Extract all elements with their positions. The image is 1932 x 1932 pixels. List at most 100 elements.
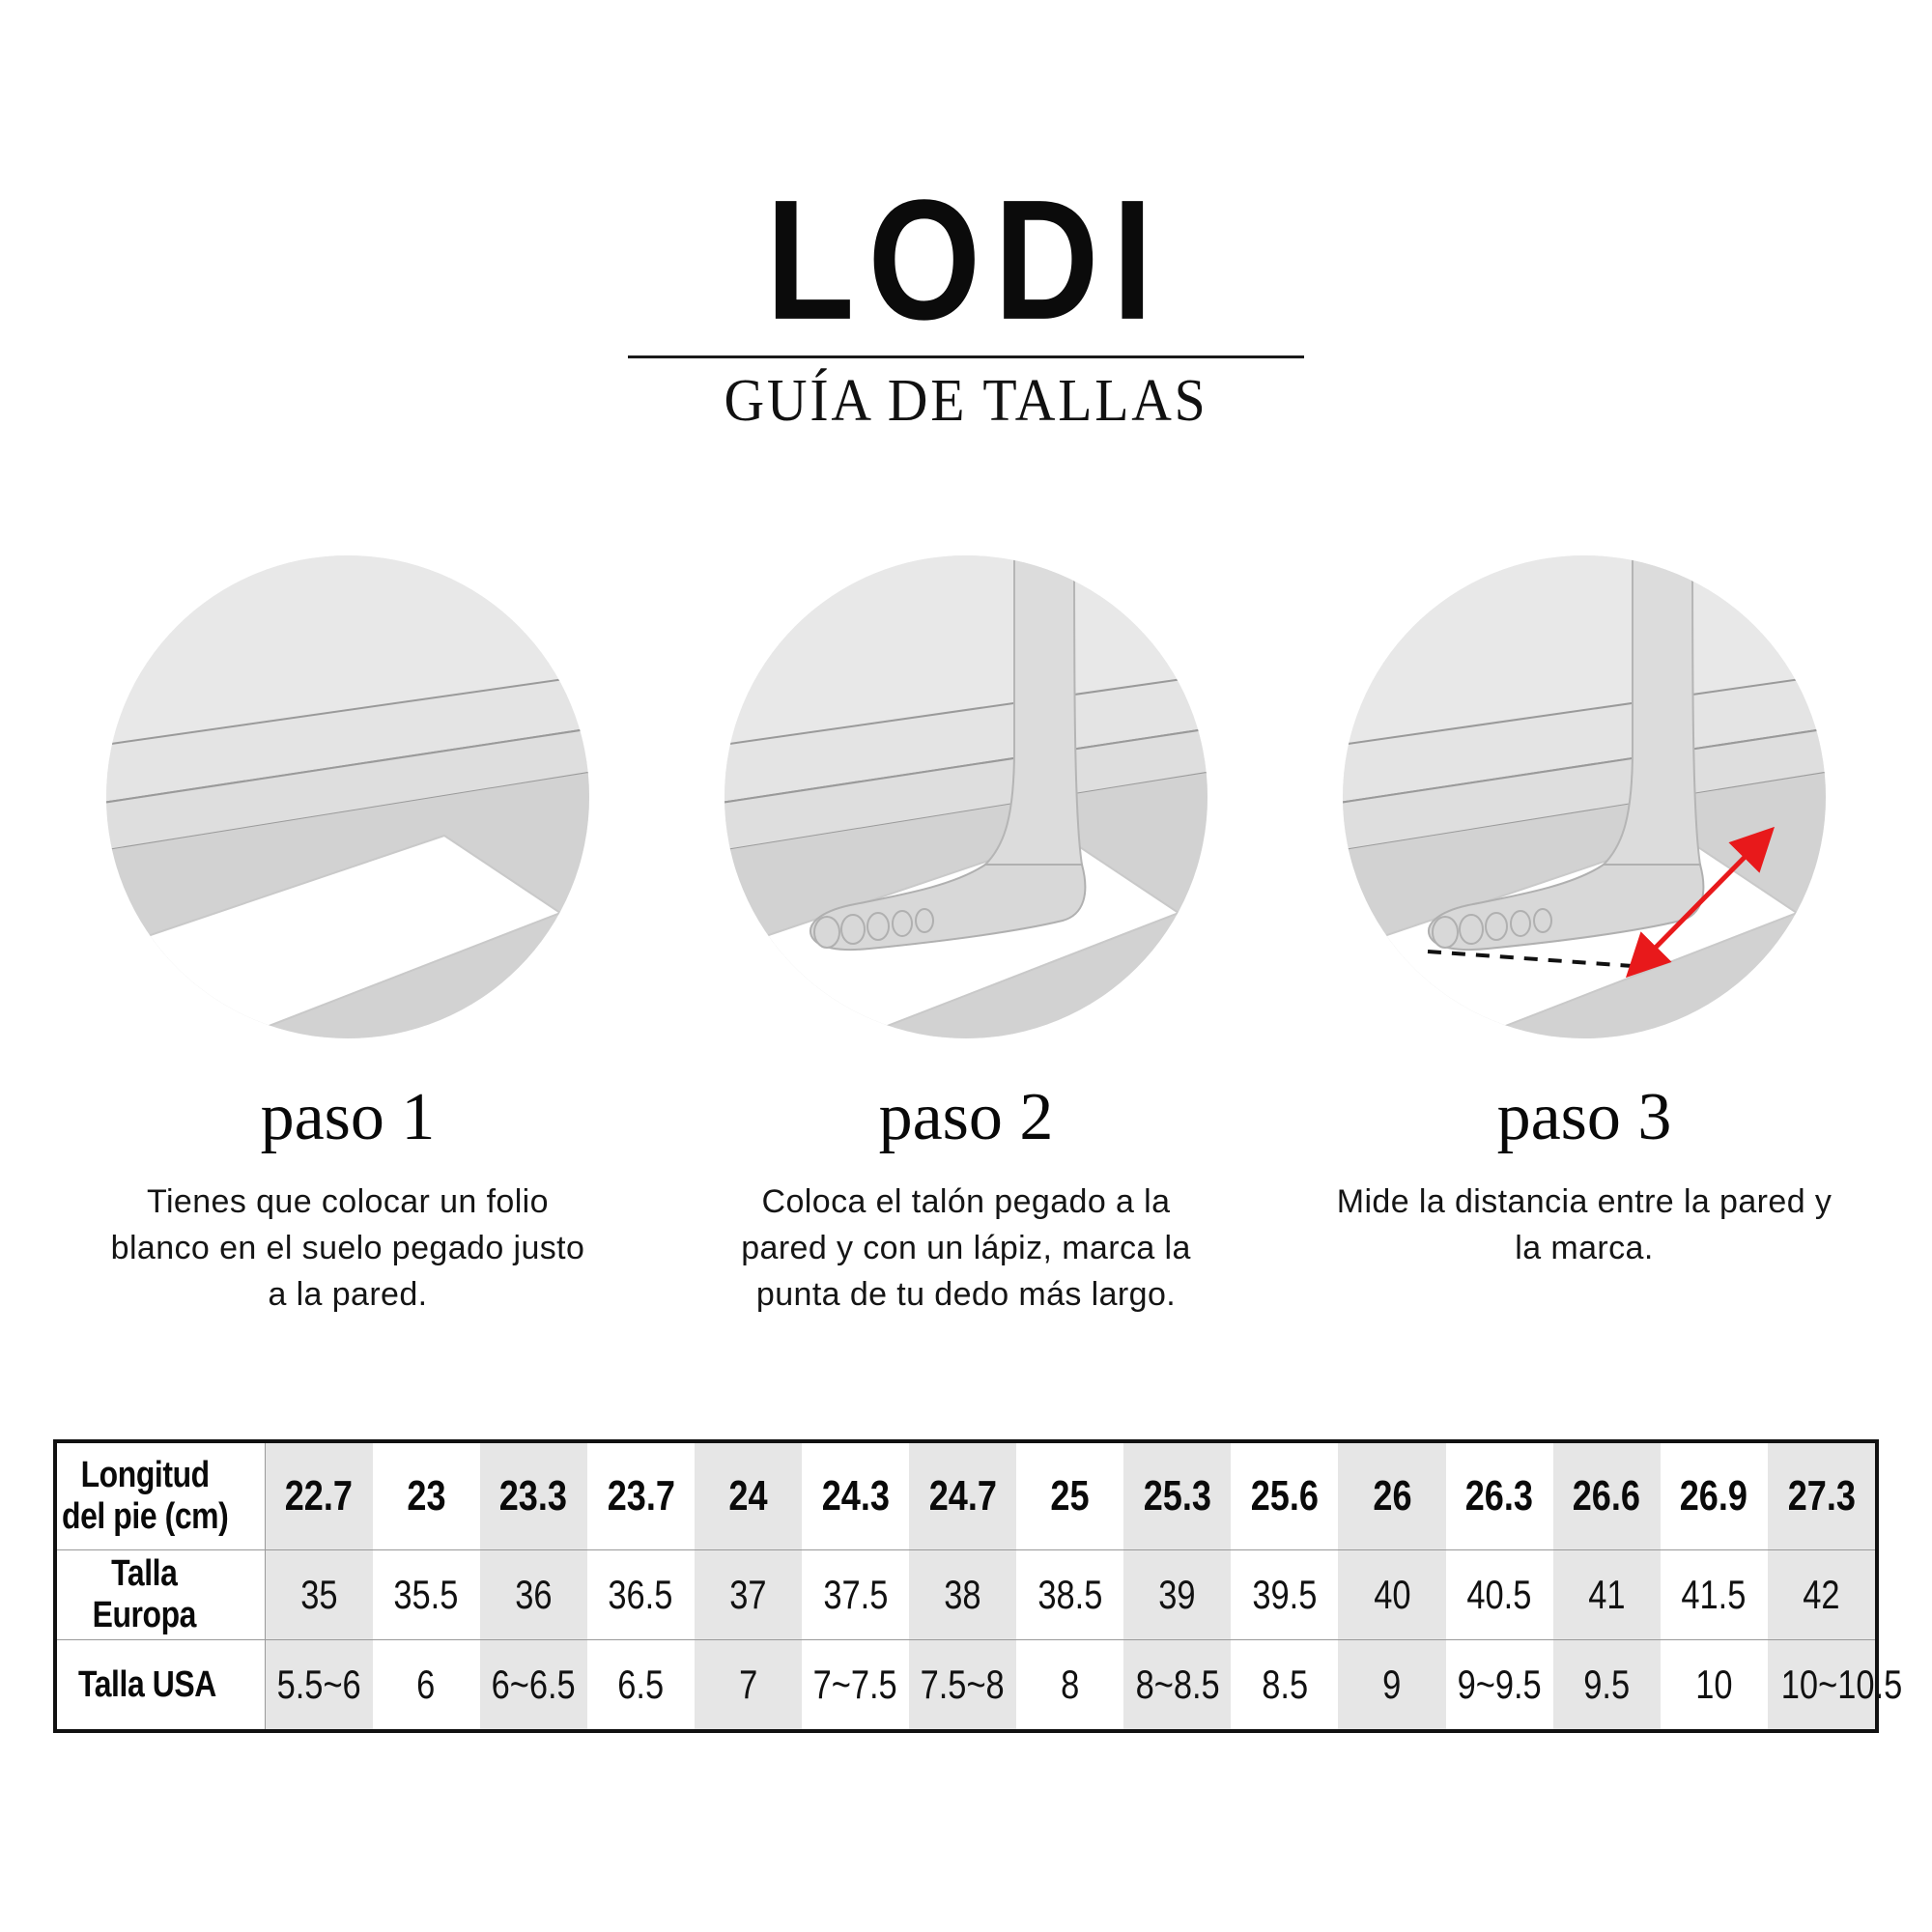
cell-value: 9 bbox=[1382, 1662, 1402, 1707]
table-cell: 37 bbox=[694, 1549, 802, 1640]
brand-divider bbox=[628, 355, 1304, 358]
column-header-cell: 25.3 bbox=[1123, 1443, 1232, 1550]
cell-value: 7 bbox=[738, 1662, 757, 1707]
table-cell: 38 bbox=[909, 1549, 1017, 1640]
table-cell: 8 bbox=[1016, 1640, 1123, 1730]
cell-value: 38 bbox=[944, 1572, 981, 1617]
row-label-text: Longitud del pie (cm) bbox=[61, 1455, 229, 1537]
brand-logo: LODI bbox=[765, 163, 1167, 355]
cell-value: 36.5 bbox=[608, 1572, 673, 1617]
cell-value: 36 bbox=[515, 1572, 553, 1617]
table-cell: 35.5 bbox=[372, 1549, 480, 1640]
cell-value: 24.7 bbox=[928, 1472, 997, 1520]
cell-value: 25 bbox=[1050, 1472, 1090, 1520]
table-cell: 9~9.5 bbox=[1446, 1640, 1553, 1730]
cell-value: 24 bbox=[728, 1472, 768, 1520]
cell-value: 9~9.5 bbox=[1457, 1662, 1542, 1707]
column-header-cell: 26.3 bbox=[1445, 1443, 1553, 1550]
column-header-cell: 24 bbox=[694, 1443, 802, 1550]
cell-value: 10~10.5 bbox=[1780, 1662, 1903, 1707]
table-cell: 8.5 bbox=[1231, 1640, 1338, 1730]
cell-value: 40.5 bbox=[1466, 1572, 1532, 1617]
step-2-text: Coloca el talón pegado a la pared y con … bbox=[741, 1182, 1191, 1314]
cell-value: 25.3 bbox=[1143, 1472, 1211, 1520]
table-row: Longitud del pie (cm) 22.7 23 23.3 23.7 24 24.… bbox=[57, 1443, 1875, 1550]
table-row: Talla Europa 35 35.5 36 36.5 37 37.5 38 38.5 39 39… bbox=[57, 1549, 1875, 1640]
table-cell: 35 bbox=[265, 1549, 373, 1640]
table-cell: 40 bbox=[1338, 1549, 1446, 1640]
table-cell: 42 bbox=[1767, 1549, 1875, 1640]
step-3-illustration bbox=[1314, 526, 1855, 1125]
cell-value: 35 bbox=[300, 1572, 338, 1617]
step-captions: paso 1 Tienes que colocar un folio blanc… bbox=[0, 1082, 1932, 1391]
step-1-title: paso 1 bbox=[260, 1080, 436, 1154]
row-label: Talla Europa bbox=[57, 1549, 266, 1640]
cell-value: 26.6 bbox=[1573, 1472, 1641, 1520]
cell-value: 8~8.5 bbox=[1135, 1662, 1220, 1707]
measure-arrow bbox=[1625, 826, 1776, 979]
cell-value: 42 bbox=[1803, 1572, 1840, 1617]
cell-value: 7~7.5 bbox=[812, 1662, 898, 1707]
cell-value: 37 bbox=[729, 1572, 767, 1617]
cell-value: 39.5 bbox=[1252, 1572, 1318, 1617]
table-cell: 6 bbox=[373, 1640, 480, 1730]
column-header-cell: 26.6 bbox=[1552, 1443, 1661, 1550]
column-header-cell: 26 bbox=[1338, 1443, 1446, 1550]
cell-value: 6~6.5 bbox=[491, 1662, 576, 1707]
table-cell: 9.5 bbox=[1552, 1639, 1661, 1729]
cell-value: 5.5~6 bbox=[276, 1662, 361, 1707]
column-header-cell: 24.7 bbox=[909, 1443, 1017, 1550]
page-subtitle: GUÍA DE TALLAS bbox=[724, 368, 1208, 434]
cell-value: 37.5 bbox=[822, 1572, 889, 1617]
table-cell: 41 bbox=[1552, 1549, 1661, 1640]
column-header-cell: 25 bbox=[1016, 1443, 1124, 1550]
cell-value: 38.5 bbox=[1037, 1572, 1103, 1617]
column-header-cell: 27.3 bbox=[1767, 1443, 1875, 1550]
step-1-text: Tienes que colocar un folio blanco en el… bbox=[110, 1182, 585, 1314]
step-3-text: Mide la distancia entre la pared y la ma… bbox=[1336, 1182, 1833, 1266]
step-3-title: paso 3 bbox=[1496, 1080, 1672, 1154]
caption-step-3: paso 3 Mide la distancia entre la pared … bbox=[1294, 1082, 1874, 1271]
row-label: Longitud del pie (cm) bbox=[57, 1443, 266, 1550]
column-header-cell: 24.3 bbox=[801, 1443, 910, 1550]
column-header-cell: 26.9 bbox=[1660, 1443, 1768, 1550]
column-header-cell: 23.7 bbox=[586, 1443, 695, 1550]
cell-value: 26.3 bbox=[1464, 1472, 1534, 1520]
table-cell: 5.5~6 bbox=[265, 1639, 373, 1729]
table-cell: 36 bbox=[479, 1549, 587, 1640]
toe-mark-line bbox=[1427, 950, 1634, 968]
step-1-illustration bbox=[77, 526, 618, 1125]
cell-value: 40 bbox=[1373, 1572, 1411, 1617]
cell-value: 10 bbox=[1695, 1662, 1733, 1707]
table-cell: 8~8.5 bbox=[1123, 1639, 1232, 1729]
step-2-title: paso 2 bbox=[878, 1080, 1054, 1154]
table-cell: 10~10.5 bbox=[1767, 1639, 1902, 1729]
cell-value: 41.5 bbox=[1681, 1572, 1747, 1617]
column-header-cell: 23 bbox=[372, 1443, 480, 1550]
cell-value: 23 bbox=[407, 1472, 446, 1520]
table-cell: 38.5 bbox=[1016, 1549, 1124, 1640]
table-cell: 7 bbox=[694, 1639, 802, 1729]
cell-value: 23.7 bbox=[607, 1472, 675, 1520]
table-cell: 39 bbox=[1123, 1549, 1232, 1640]
table-cell: 9 bbox=[1338, 1639, 1446, 1729]
table-cell: 39.5 bbox=[1231, 1549, 1339, 1640]
row-label-text: Talla USA bbox=[78, 1663, 217, 1705]
column-header-cell: 22.7 bbox=[265, 1443, 373, 1550]
table-cell: 6.5 bbox=[587, 1640, 695, 1730]
cell-value: 24.3 bbox=[821, 1472, 890, 1520]
table-cell: 6~6.5 bbox=[479, 1639, 587, 1729]
cell-value: 8.5 bbox=[1261, 1662, 1308, 1707]
column-header-cell: 23.3 bbox=[479, 1443, 587, 1550]
row-label-text: Talla Europa bbox=[92, 1553, 197, 1635]
cell-value: 22.7 bbox=[285, 1472, 354, 1520]
cell-value: 25.6 bbox=[1250, 1472, 1319, 1520]
cell-value: 6.5 bbox=[617, 1662, 665, 1707]
table-cell: 40.5 bbox=[1445, 1549, 1553, 1640]
cell-value: 41 bbox=[1588, 1572, 1626, 1617]
step-illustrations bbox=[0, 526, 1932, 1125]
cell-value: 23.3 bbox=[499, 1472, 568, 1520]
cell-value: 26.9 bbox=[1680, 1472, 1748, 1520]
caption-step-1: paso 1 Tienes que colocar un folio blanc… bbox=[58, 1082, 638, 1318]
